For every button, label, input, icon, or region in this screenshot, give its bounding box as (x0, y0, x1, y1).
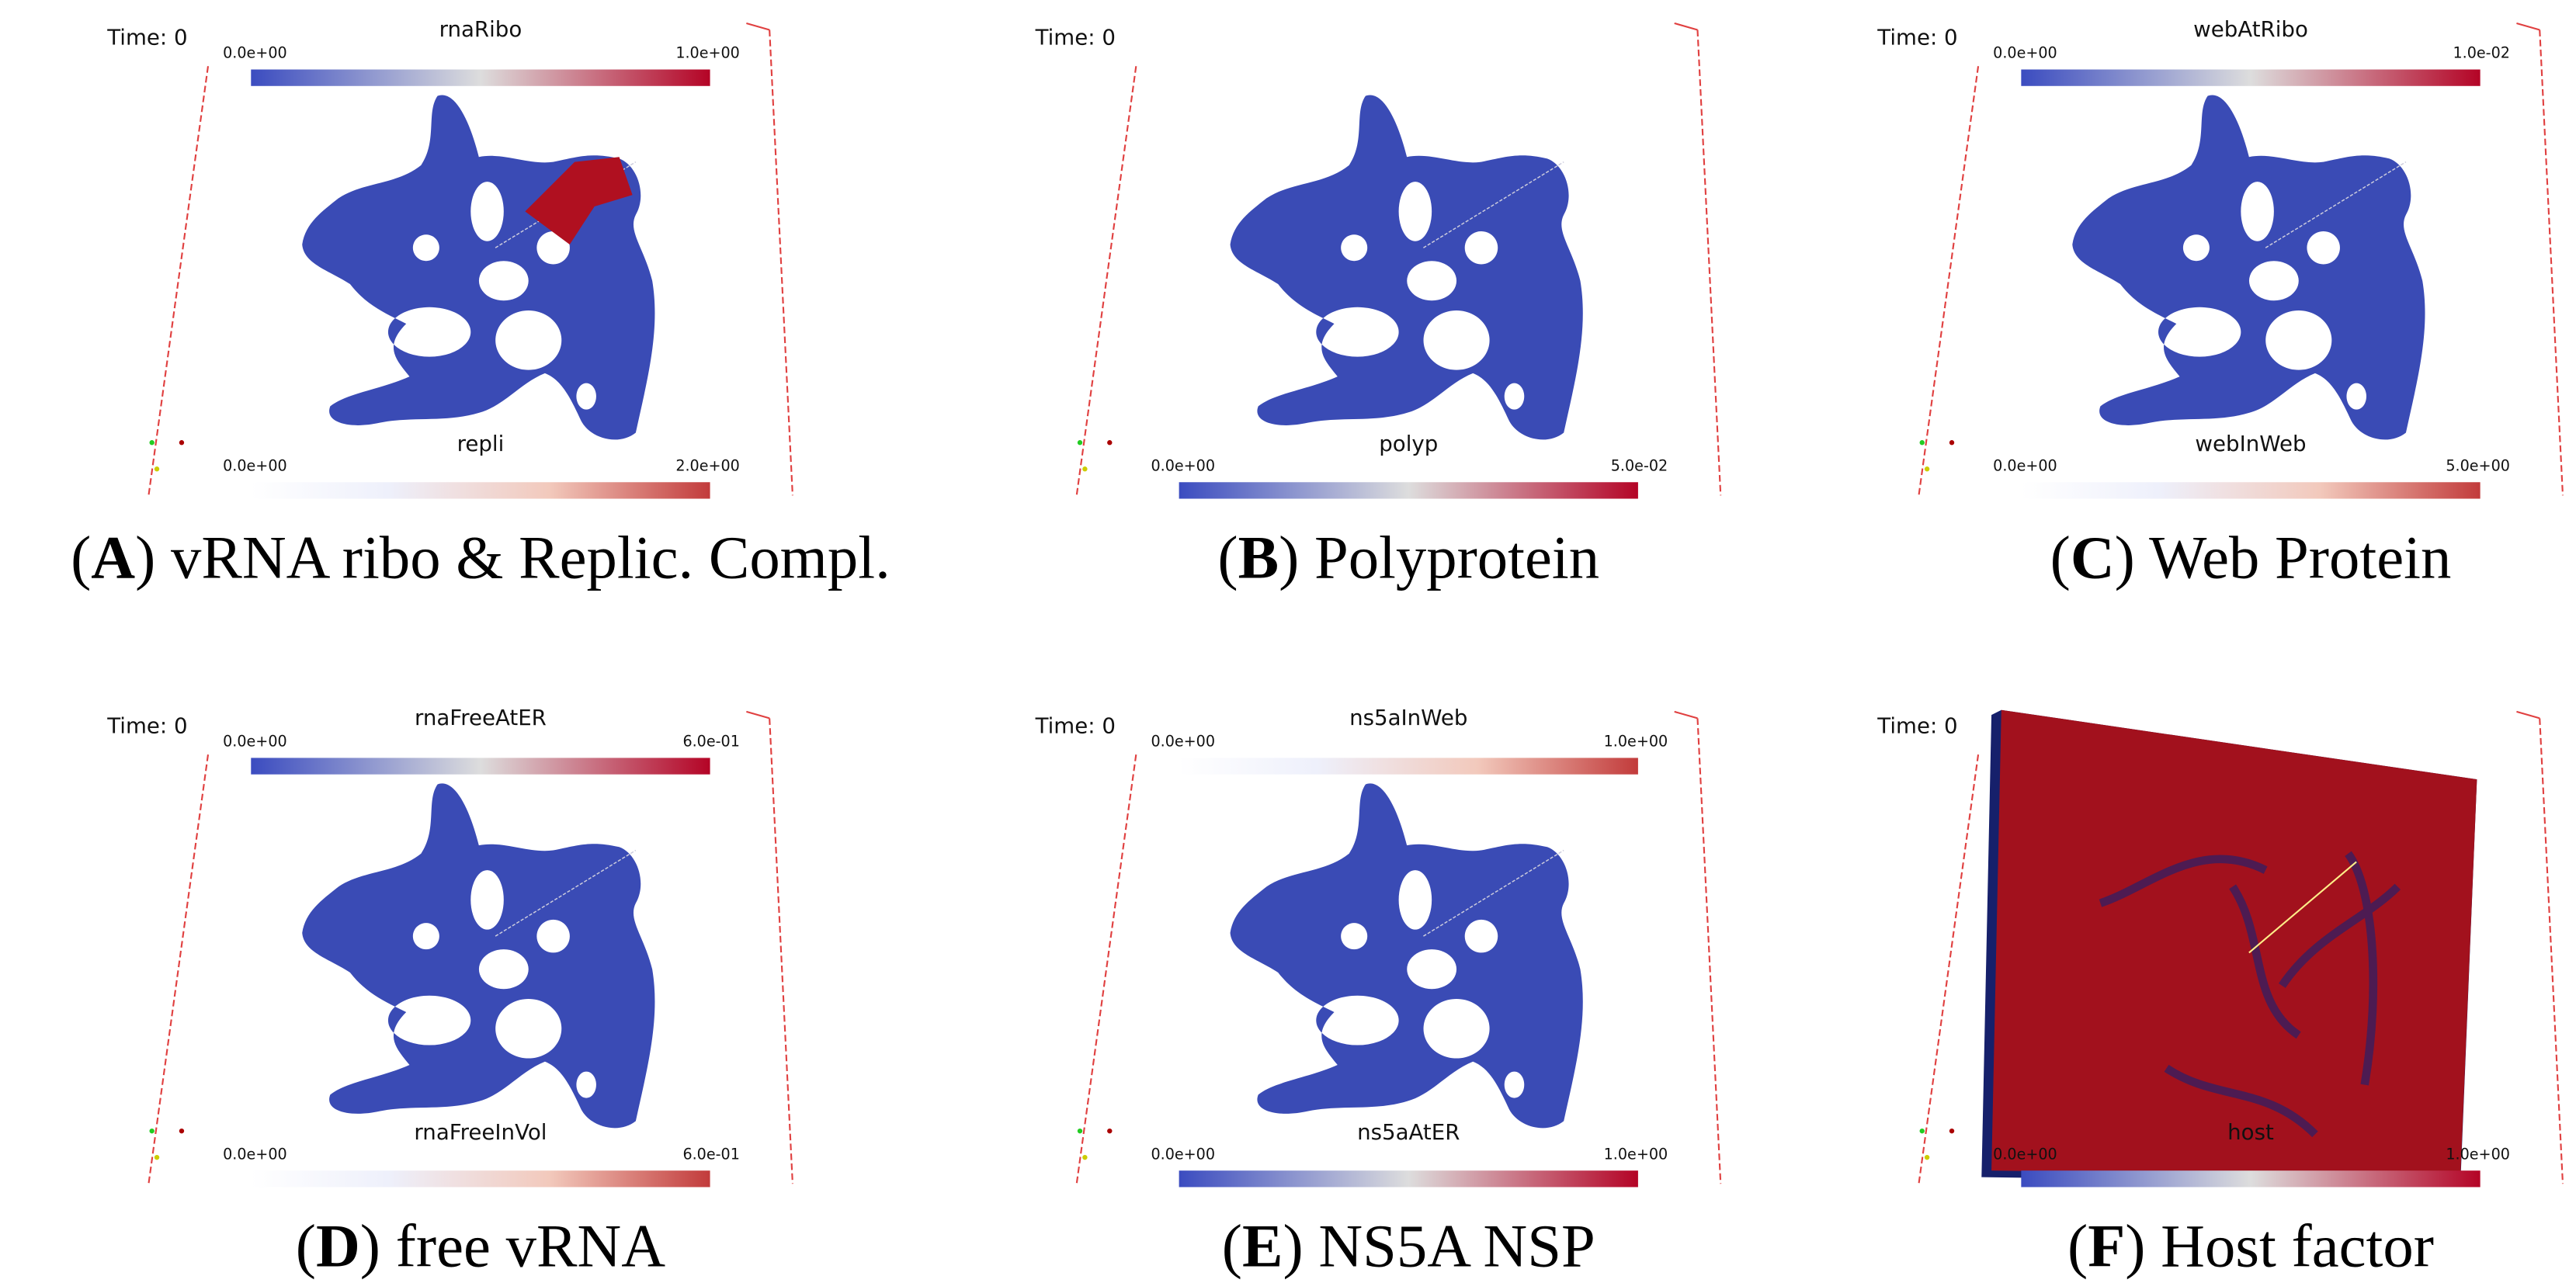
caption-part: ) Web Protein (2115, 525, 2452, 592)
colorbar-title: polyp (1379, 431, 1438, 456)
colorbar-min: 0.0e+00 (1993, 44, 2057, 62)
colorbar-min: 0.0e+00 (223, 1145, 287, 1163)
caption-part: ( (71, 525, 91, 592)
colorbar-min: 0.0e+00 (1993, 456, 2057, 474)
colorbar-max: 1.0e+00 (2446, 1145, 2510, 1163)
colorbar-title: host (2227, 1119, 2274, 1145)
colorbar-min: 0.0e+00 (1151, 1145, 1215, 1163)
caption-part: ( (1217, 525, 1238, 592)
panel-c: Time: 0 webAtRibo 0.0e+00 1.0e-02 webInWeb 0.… (1876, 16, 2564, 592)
caption-part: ( (2050, 525, 2071, 592)
caption-part: ) NS5A NSP (1283, 1213, 1595, 1281)
colorbar (251, 1170, 710, 1188)
caption: (B) Polyprotein (1217, 525, 1599, 592)
colorbar-title: rnaFreeAtER (415, 705, 547, 730)
colorbar (2021, 482, 2481, 499)
colorbar-min: 0.0e+00 (1151, 733, 1215, 751)
colorbar-title: rnaFreeInVol (414, 1119, 547, 1145)
colorbar-title: webInWeb (2195, 431, 2306, 456)
colorbar (1179, 482, 1638, 499)
caption-part: ( (1222, 1213, 1242, 1281)
caption: (E) NS5A NSP (1222, 1213, 1595, 1281)
colorbar-max: 2.0e+00 (675, 456, 740, 474)
caption-part: ) Polyprotein (1279, 525, 1599, 592)
volume-mesh (1991, 709, 2477, 1177)
time-label: Time: 0 (106, 713, 187, 739)
caption: (A) vRNA ribo & Replic. Compl. (71, 525, 890, 592)
colorbar-max: 1.0e+00 (1604, 1145, 1668, 1163)
colorbar-max: 1.0e+00 (1604, 733, 1668, 751)
colorbar-max: 5.0e+00 (2446, 456, 2510, 474)
colorbar-max: 1.0e-02 (2453, 44, 2510, 62)
caption-part: D (316, 1213, 360, 1281)
colorbar (1179, 1170, 1638, 1188)
colorbar-title: repli (457, 431, 505, 456)
caption-part: F (2088, 1213, 2125, 1281)
colorbar-title: ns5aInWeb (1349, 705, 1467, 730)
colorbar (2021, 1170, 2481, 1188)
colorbar-title: rnaRibo (439, 16, 522, 42)
caption: (C) Web Protein (2050, 525, 2452, 592)
caption-part: ) Host factor (2125, 1213, 2434, 1281)
caption: (D) free vRNA (296, 1213, 666, 1281)
colorbar-min: 0.0e+00 (1151, 456, 1215, 474)
colorbar (251, 482, 710, 499)
panel-a: Time: 0 rnaRibo 0.0e+00 1.0e+00 repli 0.0e+00… (71, 16, 890, 592)
colorbar-max: 5.0e-02 (1611, 456, 1668, 474)
caption-part: C (2071, 525, 2115, 592)
time-label: Time: 0 (1035, 713, 1116, 739)
colorbar-min: 0.0e+00 (1993, 1145, 2057, 1163)
colorbar (251, 758, 710, 775)
highlight-region (525, 157, 633, 244)
caption-part: ( (296, 1213, 316, 1281)
colorbar-max: 6.0e-01 (682, 1145, 739, 1163)
caption-part: B (1238, 525, 1279, 592)
colorbar-min: 0.0e+00 (223, 456, 287, 474)
caption-part: ) free vRNA (360, 1213, 665, 1281)
colorbar (2021, 69, 2481, 86)
colorbar-max: 1.0e+00 (675, 44, 740, 62)
colorbar-max: 6.0e-01 (682, 733, 739, 751)
caption-part: ( (2067, 1213, 2088, 1281)
caption-part: ) vRNA ribo & Replic. Compl. (135, 525, 890, 592)
time-label: Time: 0 (106, 25, 187, 50)
time-label: Time: 0 (1035, 25, 1116, 50)
panel-f: Time: 0 host 0.0e+00 1.0e+00 (F) Host factor (1876, 709, 2564, 1281)
caption-part: E (1242, 1213, 1283, 1281)
colorbar-title: ns5aAtER (1357, 1119, 1460, 1145)
colorbar-min: 0.0e+00 (223, 44, 287, 62)
panel-e: Time: 0 ns5aInWeb 0.0e+00 1.0e+00 ns5aAtER 0.… (1035, 705, 1722, 1281)
time-label: Time: 0 (1876, 25, 1957, 50)
colorbar-min: 0.0e+00 (223, 733, 287, 751)
colorbar (1179, 758, 1638, 775)
time-label: Time: 0 (1876, 713, 1957, 739)
colorbar-title: webAtRibo (2193, 16, 2308, 42)
caption: (F) Host factor (2067, 1213, 2434, 1281)
panel-d: Time: 0 rnaFreeAtER 0.0e+00 6.0e-01 rnaFreeI… (106, 705, 793, 1281)
caption-part: A (91, 525, 135, 592)
colorbar (251, 69, 710, 86)
panel-b: Time: 0 polyp 0.0e+00 5.0e-02 (B) Polyprotei… (1035, 22, 1722, 592)
